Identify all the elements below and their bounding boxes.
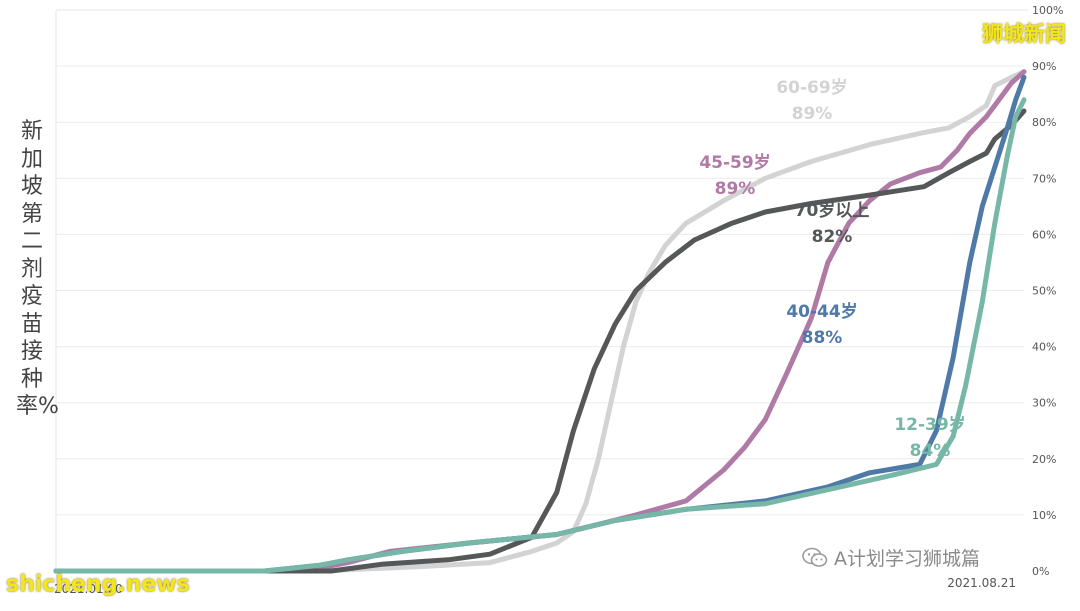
y-tick-label: 70% [1032, 172, 1056, 185]
series-line [53, 108, 1027, 574]
series-value-label: 88% [802, 328, 843, 348]
x-end-label: 2021.08.21 [947, 576, 1016, 590]
y-tick-label: 10% [1032, 509, 1056, 522]
y-tick-label: 30% [1032, 397, 1056, 410]
brand-watermark: 狮城新闻 [982, 22, 1066, 46]
site-watermark: shicheng.news [6, 572, 190, 597]
y-tick-label: 100% [1032, 4, 1063, 17]
series-lines [53, 69, 1027, 574]
wechat-account-name: A计划学习狮城篇 [834, 548, 980, 570]
series-line [53, 69, 1027, 574]
y-tick-label: 0% [1032, 565, 1049, 578]
series-labels: 60-69岁 89% 45-59岁 89% 70岁以上 82% 40-44岁 88% 12-39… [699, 77, 965, 461]
series-name-label: 70岁以上 [795, 200, 870, 221]
y-tick-label: 60% [1032, 228, 1056, 241]
series-name-label: 12-39岁 [894, 414, 965, 435]
series-name-label: 40-44岁 [786, 301, 857, 322]
series-name-label: 45-59岁 [699, 152, 770, 173]
series-value-label: 82% [812, 227, 853, 247]
series-value-label: 89% [792, 104, 833, 124]
y-tick-label: 40% [1032, 341, 1056, 354]
y-tick-label: 80% [1032, 116, 1056, 129]
series-value-label: 89% [715, 179, 756, 199]
gridlines [55, 9, 1028, 571]
series-line [53, 97, 1027, 574]
series-value-label: 84% [910, 441, 951, 461]
x-start-label: 2021.01.00 [54, 582, 123, 596]
y-tick-labels: 0% 10% 20% 30% 40% 50% 60% 70% 80% 90% 100% [1032, 4, 1063, 578]
y-axis-label: 新加坡第二剂疫苗接种率% [16, 119, 59, 419]
wechat-icon [802, 547, 828, 567]
y-tick-label: 90% [1032, 60, 1056, 73]
y-tick-label: 50% [1032, 285, 1056, 298]
x-axis-labels: 2021.08.21 2021.01.00 [54, 576, 1016, 596]
series-name-label: 60-69岁 [776, 77, 847, 98]
y-tick-label: 20% [1032, 453, 1056, 466]
wechat-watermark: A计划学习狮城篇 [802, 544, 980, 571]
